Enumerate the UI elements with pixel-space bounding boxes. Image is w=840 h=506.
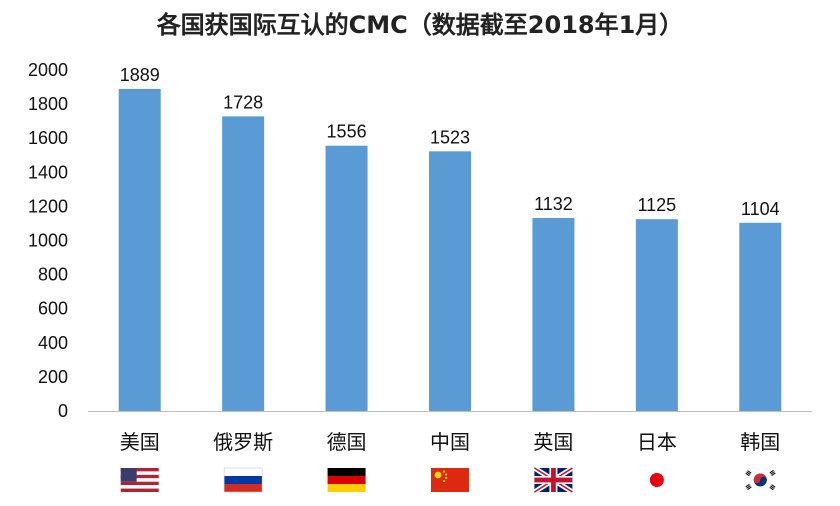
data-label: 1104 — [741, 199, 780, 219]
bar — [635, 219, 678, 411]
y-tick-label: 1200 — [28, 196, 68, 216]
y-tick-label: 1800 — [28, 94, 68, 114]
data-label: 1728 — [223, 92, 263, 112]
x-tick-label: 美国 — [120, 430, 160, 454]
data-label: 1132 — [534, 194, 573, 214]
uk-flag-icon — [533, 465, 574, 495]
bar — [118, 88, 161, 411]
data-label: 1889 — [120, 65, 160, 85]
data-labels: 1889 1728 1556 1523 1132 1125 1104 — [120, 65, 780, 219]
y-tick-label: 800 — [38, 265, 68, 285]
russia-flag-icon — [223, 467, 263, 493]
bar — [222, 116, 265, 411]
x-labels: 美国 俄罗斯 德国 中国 英国 日本 韩国 — [120, 430, 781, 454]
bar — [429, 151, 471, 412]
data-label: 1523 — [430, 127, 470, 147]
bar — [325, 145, 368, 411]
chart-title: 各国获国际互认的CMC（数据截至2018年1月） — [156, 11, 684, 39]
bars — [118, 88, 782, 412]
data-label: 1125 — [637, 195, 676, 215]
x-tick-label: 德国 — [327, 430, 367, 454]
japan-flag-icon — [637, 468, 676, 492]
y-tick-label: 200 — [38, 367, 68, 387]
x-tick-label: 英国 — [533, 430, 573, 454]
y-axis: 0 200 400 600 800 1000 1200 1400 1600 1800 2000 — [28, 60, 68, 421]
flags — [120, 465, 780, 495]
y-tick-label: 400 — [38, 333, 68, 353]
y-tick-label: 1600 — [28, 128, 68, 148]
y-tick-label: 1000 — [28, 231, 68, 251]
x-tick-label: 俄罗斯 — [213, 430, 273, 454]
korea-flag-icon — [741, 468, 780, 492]
bar — [739, 222, 782, 411]
germany-flag-icon — [327, 468, 366, 492]
bar — [532, 217, 575, 411]
x-tick-label: 中国 — [430, 430, 470, 454]
y-tick-label: 2000 — [28, 60, 68, 80]
usa-flag-icon — [120, 468, 159, 492]
china-flag-icon — [431, 468, 469, 492]
y-tick-label: 600 — [38, 299, 68, 319]
x-tick-label: 韩国 — [740, 430, 780, 454]
y-tick-label: 1400 — [28, 162, 68, 182]
x-tick-label: 日本 — [637, 430, 677, 454]
data-label: 1556 — [327, 122, 367, 142]
y-tick-label: 0 — [58, 401, 68, 421]
